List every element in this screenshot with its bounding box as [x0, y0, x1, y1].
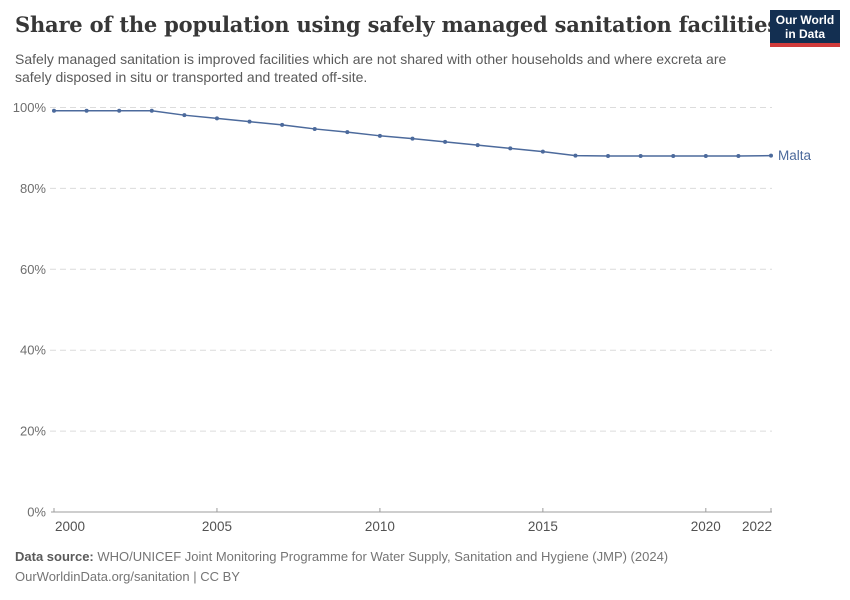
x-tick-label: 2022: [742, 519, 772, 534]
data-source-line: Data source: WHO/UNICEF Joint Monitoring…: [15, 547, 835, 567]
x-tick-label: 2010: [365, 519, 395, 534]
chart-subtitle: Safely managed sanitation is improved fa…: [15, 51, 727, 85]
owid-logo: Our World in Data: [770, 10, 840, 47]
data-point[interactable]: [703, 154, 708, 159]
owid-logo-line1: Our World: [775, 13, 835, 27]
series-line[interactable]: [54, 109, 772, 157]
chart-title: Share of the population using safely man…: [15, 12, 779, 37]
data-point[interactable]: [280, 122, 285, 127]
data-point[interactable]: [508, 146, 513, 151]
data-point[interactable]: [214, 116, 219, 121]
y-tick-label: 20%: [20, 424, 46, 439]
y-tick-label: 0%: [27, 505, 46, 520]
y-tick-label: 60%: [20, 262, 46, 277]
x-tick-label: 2020: [691, 519, 721, 534]
x-tick-label: 2015: [528, 519, 558, 534]
series-entity-label[interactable]: Malta: [778, 148, 812, 163]
data-point[interactable]: [52, 108, 56, 113]
chart-canvas: 0% 20% 40% 60% 80% 100% 2000 2005 2010 2015 2020 20…: [13, 100, 812, 534]
data-point[interactable]: [410, 136, 415, 141]
y-tick-label: 100%: [13, 100, 47, 115]
data-point[interactable]: [573, 153, 578, 158]
owid-logo-line2: in Data: [784, 27, 825, 41]
data-point[interactable]: [606, 154, 611, 159]
data-point[interactable]: [84, 108, 89, 113]
data-point[interactable]: [638, 154, 643, 159]
x-tick-label: 2000: [55, 519, 85, 534]
data-source-label: Data source:: [15, 549, 94, 564]
data-point[interactable]: [312, 126, 317, 131]
data-point[interactable]: [377, 133, 382, 138]
data-point[interactable]: [540, 149, 545, 154]
plot-area: 0% 20% 40% 60% 80% 100% 2000 2005 2010 2015 2020 20…: [13, 100, 812, 534]
data-point[interactable]: [345, 130, 350, 135]
data-point[interactable]: [149, 108, 154, 113]
data-source-text: WHO/UNICEF Joint Monitoring Programme fo…: [97, 549, 669, 564]
data-point[interactable]: [117, 108, 122, 113]
y-tick-label: 40%: [20, 343, 46, 358]
data-point[interactable]: [671, 154, 676, 159]
data-point[interactable]: [736, 154, 741, 159]
data-point[interactable]: [769, 153, 773, 158]
y-tick-label: 80%: [20, 181, 46, 196]
data-point[interactable]: [443, 139, 448, 144]
data-point[interactable]: [247, 119, 252, 124]
x-tick-label: 2005: [202, 519, 232, 534]
data-point[interactable]: [182, 113, 187, 118]
data-point[interactable]: [475, 143, 480, 148]
license-line: OurWorldinData.org/sanitation | CC BY: [15, 569, 240, 584]
chart-footer: Data source: WHO/UNICEF Joint Monitoring…: [15, 547, 835, 587]
